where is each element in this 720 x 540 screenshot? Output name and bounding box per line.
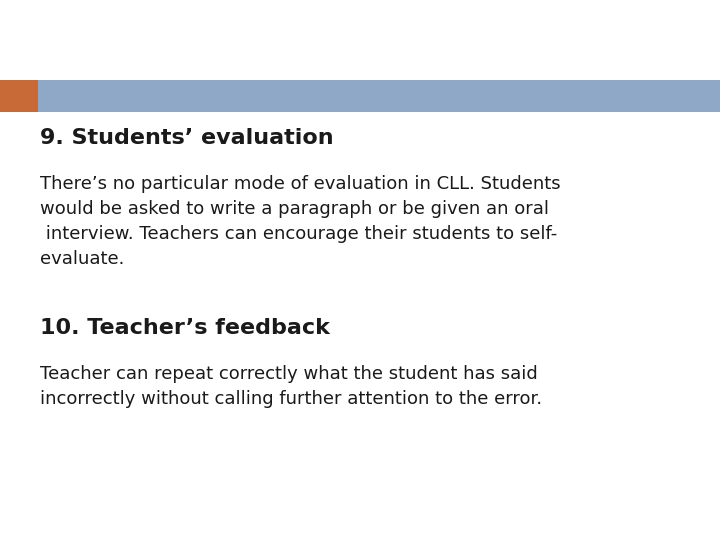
Bar (0, 80, 720, 112)
Bar (0, 80, 38, 112)
Text: 10. Teacher’s feedback: 10. Teacher’s feedback (40, 318, 330, 338)
Text: 9. Students’ evaluation: 9. Students’ evaluation (40, 128, 333, 148)
Text: Teacher can repeat correctly what the student has said
incorrectly without calli: Teacher can repeat correctly what the st… (40, 365, 542, 408)
Text: There’s no particular mode of evaluation in CLL. Students
would be asked to writ: There’s no particular mode of evaluation… (40, 175, 561, 268)
